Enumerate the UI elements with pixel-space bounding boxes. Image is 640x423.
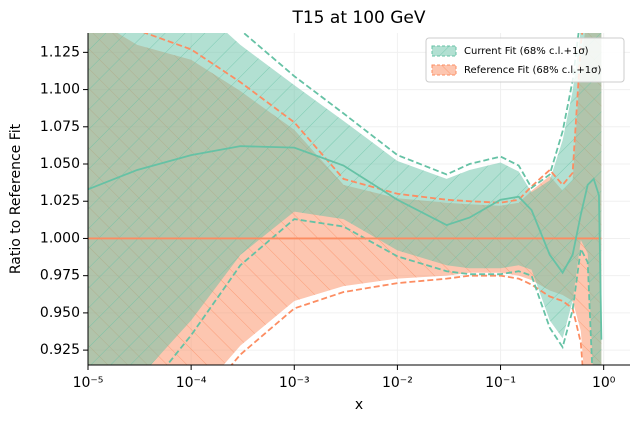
sigma-line (230, 274, 584, 365)
x-axis-label: x (355, 397, 363, 413)
y-axis-label: Ratio to Reference Fit (8, 123, 24, 274)
sigma-line (166, 218, 593, 365)
x-tick-label: 10⁻³ (279, 375, 310, 391)
legend-swatch-hatch (432, 46, 456, 56)
y-tick-label: 1.125 (40, 44, 80, 60)
legend-swatch-hatch (432, 65, 456, 75)
x-tick-label: 10⁻² (382, 375, 413, 391)
chart-title: T15 at 100 GeV (291, 8, 425, 28)
y-tick-label: 0.950 (40, 305, 80, 321)
y-tick-label: 0.925 (40, 342, 80, 358)
x-tick-label: 10⁻⁵ (73, 375, 104, 391)
legend-label: Reference Fit (68% c.l.+1σ) (464, 65, 601, 76)
y-tick-label: 0.975 (40, 268, 80, 284)
central-line (88, 145, 603, 340)
y-tick-label: 1.025 (40, 193, 80, 209)
sigma-line (142, 33, 584, 204)
y-tick-label: 1.000 (40, 230, 80, 246)
x-tick-label: 10⁻¹ (485, 375, 516, 391)
legend-label: Current Fit (68% c.l.+1σ) (464, 46, 589, 57)
x-tick-label: 10⁻⁴ (176, 375, 207, 391)
y-tick-label: 1.075 (40, 119, 80, 135)
legend-box (425, 37, 625, 83)
y-tick-label: 1.050 (40, 156, 80, 172)
sigma-line (242, 33, 580, 190)
band-hatch (88, 33, 602, 365)
y-tick-label: 1.100 (40, 82, 80, 98)
plot-area (88, 33, 603, 365)
x-tick-label: 10⁰ (592, 375, 616, 391)
